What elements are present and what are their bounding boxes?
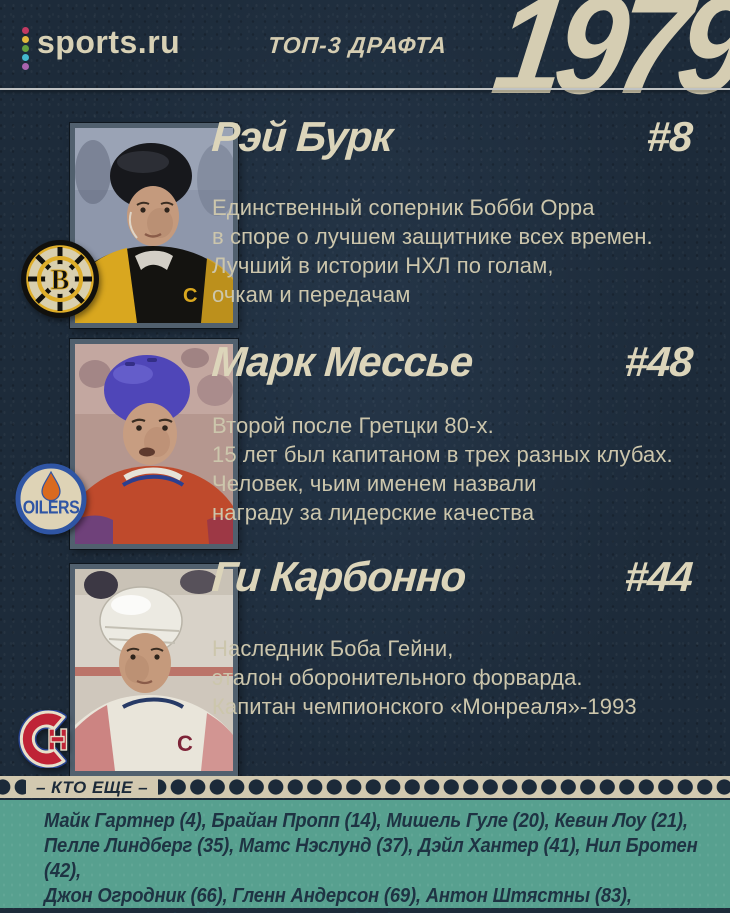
other-picks-panel: Майк Гартнер (4), Брайан Пропп (14), Миш…	[0, 800, 730, 913]
sports-ru-logo-text: sports.ru	[37, 24, 181, 60]
captain-badge: C	[177, 731, 193, 756]
player-name-2: Марк Мессье	[210, 338, 475, 385]
player-description-1: Единственный соперник Бобби Орра в споре…	[212, 195, 653, 307]
other-picks-list: Майк Гартнер (4), Брайан Пропп (14), Миш…	[44, 810, 698, 913]
draft-year: 1979	[484, 0, 730, 123]
who-else-strip: – КТО ЕЩЕ –	[0, 776, 730, 798]
player-photo-messier	[70, 339, 238, 549]
player-pick-1: #8	[645, 113, 694, 160]
oilers-wordmark: OILERS	[23, 497, 80, 518]
player-pick-2: #48	[623, 338, 694, 385]
page-title: ТОП-3 ДРАФТА	[267, 32, 448, 58]
player-photo-bourque: C	[70, 123, 238, 328]
bruins-letter: B	[51, 265, 70, 296]
header-divider	[0, 88, 730, 90]
messier-photo-art	[75, 344, 233, 544]
captain-badge: C	[183, 285, 197, 307]
edmonton-oilers-logo-icon: OILERS	[15, 463, 87, 535]
sports-ru-dots-icon	[22, 27, 29, 70]
player-description-2: Второй после Гретцки 80-х. 15 лет был ка…	[212, 413, 673, 525]
player-name-1: Рэй Бурк	[210, 113, 394, 160]
boston-bruins-logo-icon: B	[20, 239, 100, 319]
player-name-3: Ги Карбонно	[210, 553, 468, 600]
player-photo-carbonneau: C	[70, 564, 238, 776]
who-else-label: – КТО ЕЩЕ –	[26, 776, 159, 798]
carbonneau-photo-art: C	[75, 569, 233, 771]
montreal-canadiens-logo-icon	[9, 710, 87, 768]
bourque-photo-art: C	[75, 128, 233, 323]
player-description-3: Наследник Боба Гейни, эталон оборонитель…	[212, 636, 637, 719]
dotted-band-decoration	[0, 776, 730, 798]
player-pick-3: #44	[623, 553, 694, 600]
sports-ru-logo: sports.ru	[22, 20, 180, 70]
